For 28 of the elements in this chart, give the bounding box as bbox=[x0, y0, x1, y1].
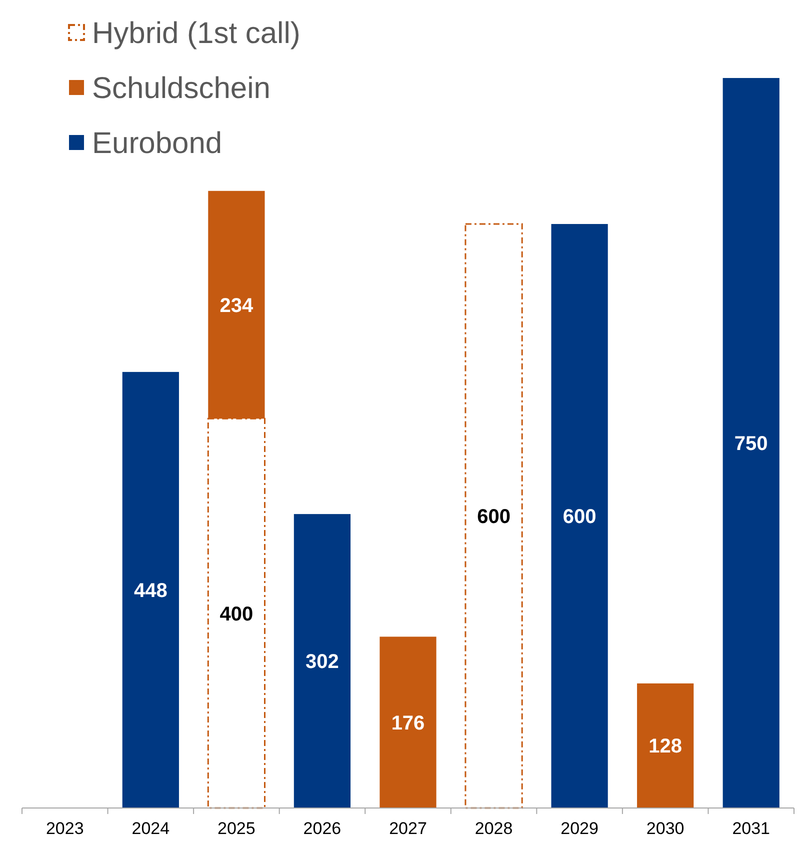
x-tick-label: 2030 bbox=[646, 819, 684, 838]
x-tick-label: 2027 bbox=[389, 819, 427, 838]
data-label: 234 bbox=[220, 294, 254, 317]
data-label: 128 bbox=[648, 736, 682, 758]
x-tick-label: 2023 bbox=[46, 819, 84, 838]
legend-label: Hybrid (1st call) bbox=[92, 17, 300, 50]
data-label: 176 bbox=[391, 712, 425, 734]
x-tick-label: 2031 bbox=[732, 819, 770, 838]
data-label: 600 bbox=[562, 506, 596, 528]
x-tick-label: 2025 bbox=[218, 819, 256, 838]
data-label: 600 bbox=[477, 506, 510, 528]
bar bbox=[294, 514, 351, 808]
x-tick-label: 2029 bbox=[560, 819, 598, 838]
legend-label: Eurobond bbox=[92, 127, 222, 160]
bar bbox=[122, 372, 179, 808]
legend-label: Schuldschein bbox=[92, 72, 270, 105]
bar bbox=[637, 683, 694, 808]
bar bbox=[551, 224, 608, 808]
data-label: 302 bbox=[306, 651, 339, 674]
bar bbox=[464, 223, 523, 809]
x-tick-label: 2026 bbox=[303, 819, 342, 838]
x-tick-label: 2028 bbox=[474, 819, 513, 838]
bar bbox=[722, 78, 780, 808]
data-label: 448 bbox=[134, 580, 168, 602]
data-label: 400 bbox=[220, 603, 254, 626]
bar bbox=[380, 636, 436, 808]
data-label: 750 bbox=[734, 433, 768, 455]
x-tick-label: 2024 bbox=[132, 819, 170, 838]
